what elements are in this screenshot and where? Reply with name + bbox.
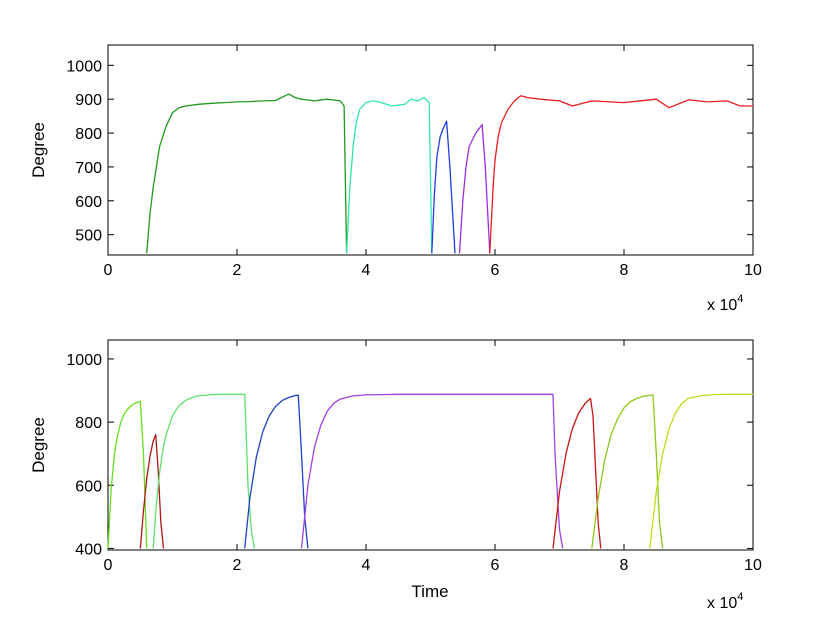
- top-x-multiplier: x 104: [707, 293, 743, 314]
- bottom-x-tick-label: 10: [744, 557, 762, 574]
- top-x-tick-label: 2: [233, 262, 242, 279]
- bottom-y-tick-label: 600: [75, 478, 102, 495]
- bottom-x-tick-label: 2: [233, 557, 242, 574]
- top-series-line-5: [489, 95, 753, 254]
- bottom-x-multiplier: x 104: [707, 591, 743, 612]
- top-axis-ticks: 0 2 4 6 8 10 500 600 700 800 900 1000: [66, 45, 762, 279]
- bottom-y-tick-label: 1000: [66, 352, 102, 369]
- bottom-y-tick-label: 400: [75, 541, 102, 558]
- bottom-x-tick-label: 6: [491, 557, 500, 574]
- top-x-tick-label: 6: [491, 262, 500, 279]
- top-y-tick-label: 700: [75, 160, 102, 177]
- bottom-x-multiplier-base: x 10: [707, 595, 737, 612]
- top-x-tick-label: 4: [362, 262, 371, 279]
- bottom-series-line-7: [591, 394, 664, 549]
- top-y-tick-label: 600: [75, 194, 102, 211]
- top-y-tick-label: 500: [75, 228, 102, 245]
- top-series-line-3: [431, 120, 456, 254]
- bottom-series-line-5: [300, 393, 564, 549]
- top-plot-frame: [107, 44, 754, 256]
- top-y-tick-label: 800: [75, 126, 102, 143]
- top-x-multiplier-base: x 10: [707, 297, 737, 314]
- top-x-tick-label: 10: [744, 262, 762, 279]
- top-series-line-2: [345, 96, 433, 254]
- bottom-x-tick-label: 0: [104, 557, 113, 574]
- bottom-series-group: [107, 393, 753, 549]
- bottom-plot-frame: [107, 339, 754, 551]
- top-y-tick-label: 1000: [66, 58, 102, 75]
- bottom-axis-ticks: 0 2 4 6 8 10 400 600 800 1000: [66, 340, 762, 574]
- top-y-axis-label: Degree: [29, 122, 48, 178]
- bottom-x-tick-label: 4: [362, 557, 371, 574]
- bottom-x-axis-label: Time: [411, 582, 448, 601]
- top-y-tick-label: 900: [75, 92, 102, 109]
- bottom-y-tick-label: 800: [75, 415, 102, 432]
- bottom-series-line-8: [649, 393, 753, 549]
- bottom-x-multiplier-exponent: 4: [737, 591, 743, 603]
- top-x-tick-label: 8: [620, 262, 629, 279]
- top-x-tick-label: 0: [104, 262, 113, 279]
- bottom-series-line-1: [107, 400, 148, 549]
- bottom-x-tick-label: 8: [620, 557, 629, 574]
- bottom-y-axis-label: Degree: [29, 417, 48, 473]
- top-series-line-1: [146, 93, 348, 254]
- bottom-series-line-3: [152, 393, 256, 549]
- bottom-series-line-2: [139, 434, 165, 549]
- top-series-group: [146, 93, 753, 254]
- top-x-multiplier-exponent: 4: [737, 293, 743, 305]
- bottom-series-line-4: [244, 394, 309, 549]
- bottom-series-line-6: [552, 397, 602, 549]
- top-series-line-4: [458, 123, 491, 254]
